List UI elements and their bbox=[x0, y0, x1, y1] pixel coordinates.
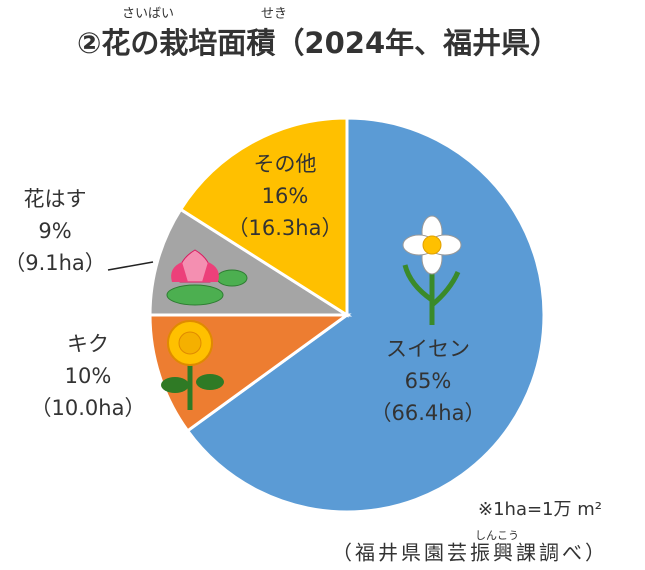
title-ruby: さいばい bbox=[122, 7, 174, 22]
pie-slice bbox=[185, 116, 546, 514]
slice-label: 花はす bbox=[24, 187, 87, 211]
leader-line bbox=[107, 261, 154, 271]
source-ruby: しんこう bbox=[475, 529, 519, 542]
title-ruby: せき bbox=[261, 7, 287, 22]
slice-label: キク bbox=[67, 332, 109, 356]
chrysanthemum-icon bbox=[161, 320, 224, 410]
slice-area: （10.0ha） bbox=[31, 396, 146, 420]
note: ※1ha=1万 m² bbox=[478, 499, 602, 520]
slice-percent: 9% bbox=[38, 219, 71, 243]
daffodil-icon bbox=[402, 215, 462, 325]
slice-label: スイセン bbox=[386, 337, 470, 361]
slice-label: その他 bbox=[254, 152, 317, 176]
chart-title: ②花の栽培面積（2024年、福井県） bbox=[77, 26, 559, 60]
slice-area: （16.3ha） bbox=[228, 216, 343, 240]
slice-percent: 10% bbox=[65, 364, 112, 388]
source: （福井県園芸振興課調べ） bbox=[332, 541, 608, 565]
pie-slice bbox=[178, 116, 349, 318]
pie bbox=[148, 116, 546, 514]
slice-percent: 16% bbox=[262, 184, 309, 208]
slice-percent: 65% bbox=[405, 369, 452, 393]
lotus-icon bbox=[166, 249, 248, 306]
slice-area: （66.4ha） bbox=[371, 401, 486, 425]
slice-area: （9.1ha） bbox=[4, 251, 106, 275]
